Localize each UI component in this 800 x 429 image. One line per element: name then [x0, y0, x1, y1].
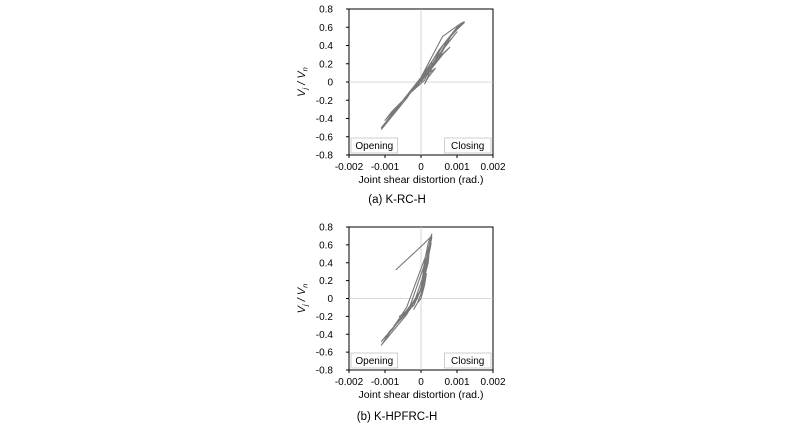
y-tick-label: 0.6: [319, 240, 333, 251]
chart-caption: (b) K-HPFRC-H: [357, 411, 438, 423]
annotation-opening-box: [350, 352, 398, 369]
y-tick-label: -0.4: [316, 114, 334, 125]
y-axis-label-part: / V: [296, 70, 308, 88]
y-tick-label: 0.8: [319, 223, 333, 234]
y-axis-label-subscript: j: [301, 304, 310, 307]
y-tick-label: -0.2: [316, 312, 334, 323]
x-tick-label: 0: [418, 377, 424, 388]
series-line-1: [380, 233, 433, 346]
x-tick-label: 0.002: [480, 377, 505, 388]
y-tick-label: -0.8: [316, 151, 334, 162]
x-tick-label: -0.002: [335, 377, 364, 388]
y-tick-label: -0.6: [316, 132, 334, 143]
x-tick-label: 0: [418, 162, 424, 173]
chart-caption: (a) K-RC-H: [368, 194, 426, 206]
y-axis-label-part: V: [296, 304, 308, 313]
annotation-closing-label: Closing: [451, 356, 484, 367]
y-tick-label: -0.4: [316, 330, 334, 341]
x-axis-label: Joint shear distortion (rad.): [359, 174, 484, 186]
x-tick-label: -0.002: [335, 162, 364, 173]
y-tick-label: 0: [327, 294, 333, 305]
y-tick-label: -0.8: [316, 366, 334, 377]
y-axis-label: Vj / Vn: [296, 67, 310, 97]
y-axis-label-part: V: [296, 88, 308, 97]
series-line-1: [380, 21, 465, 130]
chart-panel-2: 0.8 0.6 0.4 0.2 0 -0.2 -0.4 -0.6 -0.8-0.002 -0.00…: [296, 223, 506, 424]
y-tick-label: -0.6: [316, 348, 334, 359]
annotation-closing-box: [444, 137, 492, 154]
y-tick-label: 0.8: [319, 5, 333, 16]
y-axis-label-subscript: n: [301, 284, 310, 288]
y-tick-label: 0.2: [319, 59, 333, 70]
y-axis-label-subscript: j: [301, 88, 310, 91]
x-axis-label: Joint shear distortion (rad.): [359, 389, 484, 401]
y-tick-label: -0.2: [316, 96, 334, 107]
annotation-opening-label: Opening: [355, 356, 393, 367]
y-tick-label: 0.2: [319, 276, 333, 287]
y-axis-label-subscript: n: [301, 67, 310, 71]
annotation-opening-label: Opening: [355, 141, 393, 152]
chart-panel-1: 0.8 0.6 0.4 0.2 0 -0.2 -0.4 -0.6 -0.8-0.002 -0.00…: [296, 5, 506, 207]
x-tick-label: 0.001: [444, 162, 469, 173]
x-tick-label: 0.001: [444, 377, 469, 388]
x-tick-label: -0.001: [371, 162, 400, 173]
y-axis-label-part: / V: [296, 286, 308, 304]
x-tick-label: -0.001: [371, 377, 400, 388]
x-tick-label: 0.002: [480, 162, 505, 173]
annotation-closing-label: Closing: [451, 141, 484, 152]
y-tick-label: 0.6: [319, 23, 333, 34]
series-line-2: [395, 235, 433, 271]
y-tick-label: 0.4: [319, 258, 333, 269]
y-tick-label: 0: [327, 78, 333, 89]
annotation-closing-box: [444, 352, 492, 369]
annotation-opening-box: [350, 137, 398, 154]
y-axis-label: Vj / Vn: [296, 284, 310, 314]
y-tick-label: 0.4: [319, 41, 333, 52]
